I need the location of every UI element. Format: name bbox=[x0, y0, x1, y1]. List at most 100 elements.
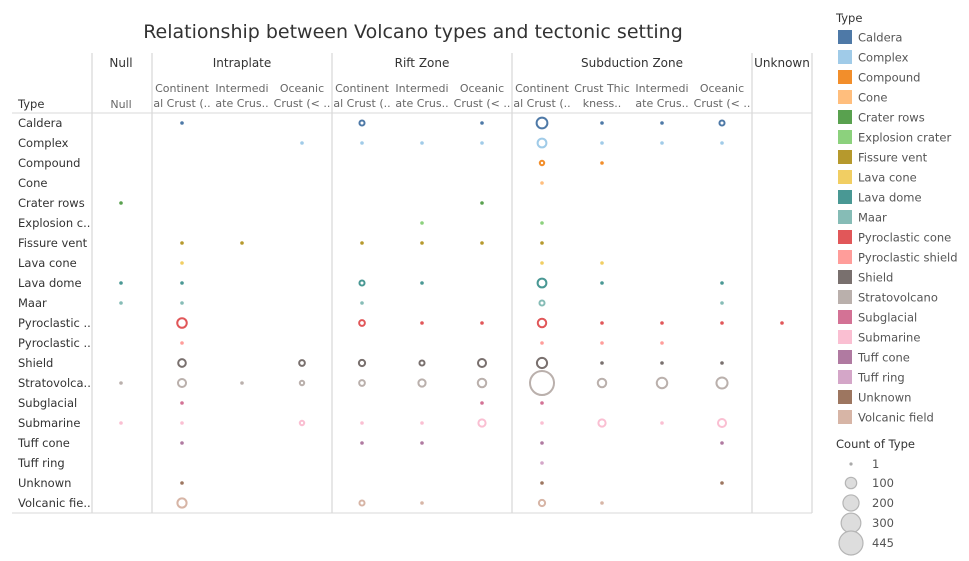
data-point bbox=[240, 241, 244, 245]
column-header: Crust (< .. bbox=[694, 97, 751, 110]
legend-size-label: 100 bbox=[872, 476, 894, 490]
data-point bbox=[420, 321, 424, 325]
data-point bbox=[300, 141, 304, 145]
row-label: Stratovolca.. bbox=[18, 376, 91, 390]
data-point bbox=[536, 137, 548, 149]
data-point bbox=[596, 377, 608, 389]
row-label: Maar bbox=[18, 296, 47, 310]
group-header: Null bbox=[109, 56, 132, 70]
data-point bbox=[358, 119, 366, 127]
data-point bbox=[536, 277, 548, 289]
legend-swatch bbox=[838, 250, 852, 264]
data-point bbox=[420, 141, 424, 145]
data-point bbox=[720, 281, 724, 285]
row-label: Lava dome bbox=[18, 276, 82, 290]
legend-swatch bbox=[838, 50, 852, 64]
group-header: Rift Zone bbox=[395, 56, 450, 70]
legend-size-label: 445 bbox=[872, 536, 894, 550]
column-header: Oceanic bbox=[700, 82, 744, 95]
legend-item-label: Compound bbox=[858, 71, 920, 85]
column-header: al Crust (.. bbox=[153, 97, 210, 110]
row-label: Lava cone bbox=[18, 256, 77, 270]
data-point bbox=[240, 381, 244, 385]
legend-item-label: Volcanic field bbox=[858, 411, 934, 425]
legend-item-label: Tuff ring bbox=[857, 371, 905, 385]
legend-swatch bbox=[838, 110, 852, 124]
row-label: Shield bbox=[18, 356, 53, 370]
data-point bbox=[720, 321, 724, 325]
data-point bbox=[180, 241, 184, 245]
column-header: Crust (< .. bbox=[454, 97, 511, 110]
data-point bbox=[358, 319, 366, 327]
legend-size-label: 1 bbox=[872, 457, 879, 471]
data-point bbox=[600, 361, 604, 365]
column-header: Continent bbox=[515, 82, 569, 95]
data-point bbox=[360, 241, 364, 245]
column-header: Null bbox=[110, 98, 131, 111]
chart-title: Relationship between Volcano types and t… bbox=[143, 21, 683, 43]
data-point bbox=[298, 419, 306, 427]
data-point bbox=[360, 301, 364, 305]
column-header: Continent bbox=[335, 82, 389, 95]
data-point bbox=[540, 241, 544, 245]
data-point bbox=[540, 481, 544, 485]
legend-size-title: Count of Type bbox=[836, 437, 915, 451]
data-point bbox=[600, 161, 604, 165]
data-point bbox=[540, 421, 544, 425]
data-point bbox=[780, 321, 784, 325]
data-point bbox=[600, 121, 604, 125]
data-point bbox=[119, 301, 123, 305]
data-point bbox=[540, 461, 544, 465]
column-headers: Null Null Intraplate Continent al Crust (.. I… bbox=[17, 56, 810, 111]
column-header: ate Crus.. bbox=[635, 97, 688, 110]
data-point bbox=[176, 317, 188, 329]
legend-item-label: Unknown bbox=[858, 391, 911, 405]
legend-item-label: Fissure vent bbox=[858, 151, 928, 165]
data-point bbox=[420, 281, 424, 285]
data-point bbox=[480, 241, 484, 245]
column-header: Oceanic bbox=[460, 82, 504, 95]
legend-item-label: Pyroclastic cone bbox=[858, 231, 951, 245]
legend-item-label: Explosion crater bbox=[858, 131, 951, 145]
legend-size-label: 200 bbox=[872, 496, 894, 510]
data-point bbox=[480, 401, 484, 405]
legend-swatch bbox=[838, 30, 852, 44]
legend-swatch bbox=[838, 370, 852, 384]
data-point bbox=[180, 301, 184, 305]
data-point bbox=[477, 418, 487, 428]
data-point bbox=[718, 119, 726, 127]
data-point bbox=[720, 481, 724, 485]
data-point bbox=[119, 421, 123, 425]
data-point bbox=[119, 381, 123, 385]
legend-item-label: Subglacial bbox=[858, 311, 917, 325]
data-point bbox=[180, 281, 184, 285]
legend-swatch bbox=[838, 350, 852, 364]
data-point bbox=[298, 359, 306, 367]
data-point bbox=[420, 241, 424, 245]
row-label: Complex bbox=[18, 136, 69, 150]
data-point bbox=[535, 356, 549, 370]
column-header: Continent bbox=[155, 82, 209, 95]
column-header: ate Crus.. bbox=[395, 97, 448, 110]
legend-color-title: Type bbox=[835, 11, 862, 25]
legend-item-label: Lava cone bbox=[858, 171, 917, 185]
data-point bbox=[600, 501, 604, 505]
column-header: Crust Thic bbox=[574, 82, 630, 95]
data-point bbox=[540, 181, 544, 185]
data-point bbox=[655, 376, 669, 390]
column-header: Intermedi bbox=[395, 82, 448, 95]
data-point bbox=[660, 321, 664, 325]
group-header: Unknown bbox=[754, 56, 810, 70]
chart-grid bbox=[12, 53, 813, 514]
row-label: Explosion c.. bbox=[18, 216, 90, 230]
legend-item-label: Shield bbox=[858, 271, 893, 285]
data-point bbox=[180, 341, 184, 345]
legend-size-label: 300 bbox=[872, 516, 894, 530]
data-point bbox=[720, 141, 724, 145]
legend-swatch bbox=[838, 130, 852, 144]
data-point bbox=[360, 441, 364, 445]
data-point bbox=[119, 201, 123, 205]
data-point bbox=[298, 379, 306, 387]
data-point bbox=[180, 441, 184, 445]
data-point bbox=[418, 359, 426, 367]
